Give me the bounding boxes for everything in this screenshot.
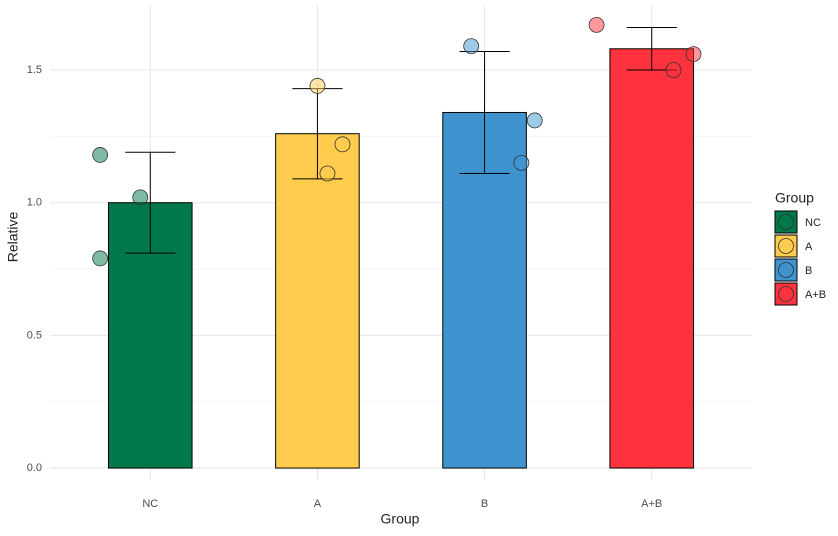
legend-key-point — [778, 214, 794, 230]
legend-label: A — [805, 241, 813, 253]
error-bar — [125, 151, 176, 254]
point — [685, 46, 702, 62]
legend-key-point — [778, 286, 794, 302]
x-tick-label: A — [314, 498, 322, 510]
bar — [609, 48, 695, 469]
x-tick-label: NC — [142, 498, 158, 510]
x-axis-label: Group — [381, 511, 420, 527]
legend-label: NC — [805, 217, 821, 229]
point — [526, 112, 543, 129]
y-tick-label: 1.5 — [27, 64, 42, 76]
y-tick-label: 0.5 — [27, 329, 42, 341]
point — [463, 38, 480, 55]
x-tick-label: B — [481, 498, 488, 510]
point — [92, 147, 109, 163]
point — [665, 62, 682, 78]
legend-key-point — [778, 262, 794, 278]
bar — [275, 133, 360, 469]
legend-label: A+B — [805, 289, 826, 301]
y-tick-label: 0.0 — [27, 462, 42, 474]
legend-key-point — [778, 238, 794, 254]
point — [588, 17, 605, 33]
legend-label: B — [805, 265, 812, 277]
legend-title: Group — [775, 190, 814, 206]
x-tick-label: A+B — [641, 498, 662, 510]
point — [513, 154, 530, 171]
point — [92, 250, 109, 267]
y-axis-label: Relative — [5, 212, 21, 263]
point — [334, 136, 351, 153]
point — [132, 189, 149, 206]
point — [319, 165, 336, 182]
y-tick-label: 1.0 — [27, 197, 42, 209]
point — [309, 78, 326, 94]
